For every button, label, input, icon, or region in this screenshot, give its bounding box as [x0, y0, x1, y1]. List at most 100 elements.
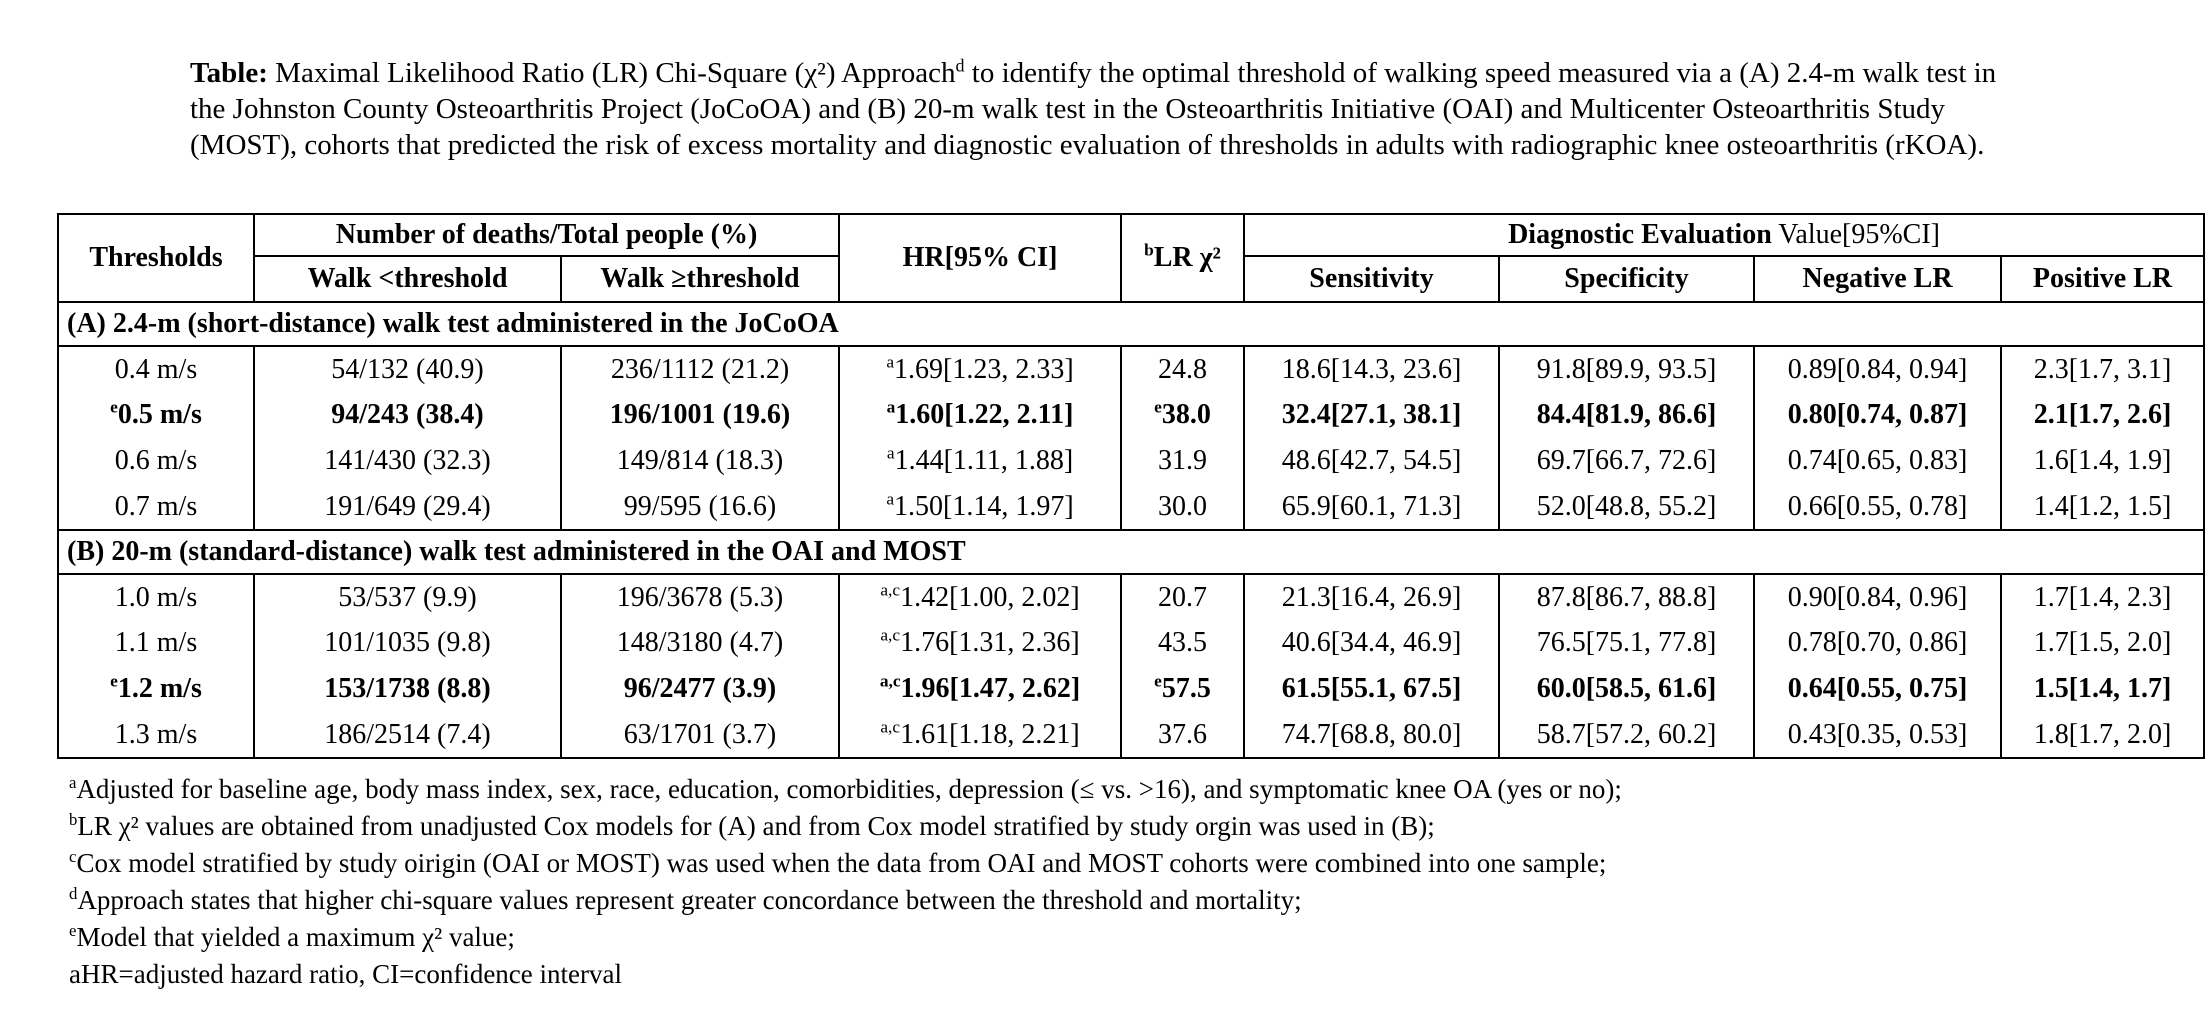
hr-superscript: a,c	[879, 671, 901, 691]
lr-value: 30.0	[1158, 490, 1208, 522]
specificity-cell: 52.0[48.8, 55.2]	[1498, 484, 1756, 530]
section-title: (B) 20-m (standard-distance) walk test a…	[56, 529, 2206, 575]
caption-label: Table:	[190, 57, 268, 89]
lr-value: 20.7	[1158, 581, 1208, 613]
lr-value: 37.6	[1158, 718, 1208, 750]
negative-lr-cell: 0.64[0.55, 0.75]	[1753, 666, 2003, 712]
table-row-optimal: e1.2 m/s 153/1738 (8.8) 96/2477 (3.9) a,…	[57, 666, 2206, 712]
header-row-group: Thresholds Number of deaths/Total people…	[57, 213, 2206, 303]
lr-value: 24.8	[1158, 353, 1208, 385]
threshold-cell: e1.2 m/s	[57, 666, 255, 712]
caption-text-before-sup: Maximal Likelihood Ratio (LR) Chi-Square…	[267, 57, 956, 89]
header-row-sub: Walk <threshold Walk ≥threshold Sensitiv…	[58, 255, 2206, 303]
col-header-positive-lr: Positive LR	[2000, 255, 2206, 303]
specificity-cell: 87.8[86.7, 88.8]	[1498, 574, 1756, 620]
footnote-text: aHR=adjusted hazard ratio, CI=confidence…	[69, 959, 622, 989]
threshold-cell: 0.4 m/s	[57, 346, 255, 392]
hr-superscript: a,c	[880, 580, 901, 600]
deaths-ge-cell: 196/1001 (19.6)	[559, 392, 841, 438]
hr-cell: a1.69[1.23, 2.33]	[838, 346, 1123, 392]
positive-lr-cell: 1.8[1.7, 2.0]	[2000, 712, 2206, 758]
deaths-ge-cell: 236/1112 (21.2)	[559, 346, 841, 392]
footnote-text: Model that yielded a maximum χ² value;	[76, 922, 515, 952]
hr-value: 1.61[1.18, 2.21]	[900, 718, 1080, 750]
results-table: Thresholds Number of deaths/Total people…	[56, 213, 2206, 759]
lr-cell: 30.0	[1120, 484, 1246, 530]
footnote-superscript: d	[69, 884, 78, 903]
hr-superscript: a	[886, 443, 895, 463]
hr-value: 1.69[1.23, 2.33]	[894, 353, 1074, 385]
lr-value: 38.0	[1161, 399, 1211, 430]
footnote-text: LR χ² values are obtained from unadjuste…	[77, 811, 1435, 841]
col-header-diagnostic-group: Diagnostic Evaluation Value[95%CI]	[1243, 213, 2206, 257]
deaths-lt-cell: 191/649 (29.4)	[253, 484, 562, 530]
caption-superscript: d	[955, 55, 965, 76]
sensitivity-cell: 32.4[27.1, 38.1]	[1243, 392, 1501, 438]
negative-lr-cell: 0.80[0.74, 0.87]	[1753, 392, 2003, 438]
footnote-e: eModel that yielded a maximum χ² value;	[69, 919, 2210, 956]
diagnostic-group-label: Diagnostic Evaluation	[1508, 219, 1772, 250]
footnote-c: cCox model stratified by study oirigin (…	[69, 845, 2210, 882]
specificity-cell: 84.4[81.9, 86.6]	[1498, 392, 1756, 438]
col-header-sensitivity: Sensitivity	[1243, 255, 1501, 303]
lr-value: 43.5	[1158, 627, 1208, 658]
positive-lr-cell: 1.7[1.5, 2.0]	[2000, 620, 2206, 666]
threshold-superscript: e	[110, 397, 118, 417]
col-header-thresholds: Thresholds	[57, 213, 255, 303]
footnote-d: dApproach states that higher chi-square …	[69, 882, 2210, 919]
hr-cell: a1.60[1.22, 2.11]	[838, 392, 1123, 438]
deaths-ge-cell: 63/1701 (3.7)	[559, 712, 841, 758]
specificity-cell: 58.7[57.2, 60.2]	[1498, 712, 1756, 758]
table-row: 1.0 m/s 53/537 (9.9) 196/3678 (5.3) a,c1…	[57, 574, 2206, 620]
negative-lr-cell: 0.74[0.65, 0.83]	[1753, 438, 2003, 484]
threshold-value: 0.5 m/s	[117, 399, 202, 430]
hr-superscript: a	[886, 489, 895, 509]
lr-cell: 43.5	[1120, 620, 1246, 666]
specificity-cell: 76.5[75.1, 77.8]	[1498, 620, 1756, 666]
deaths-ge-cell: 96/2477 (3.9)	[559, 666, 841, 712]
specificity-cell: 69.7[66.7, 72.6]	[1498, 438, 1756, 484]
hr-value: 1.76[1.31, 2.36]	[900, 627, 1080, 658]
sensitivity-cell: 21.3[16.4, 26.9]	[1243, 574, 1501, 620]
lr-cell: 31.9	[1120, 438, 1246, 484]
table-row: 1.3 m/s 186/2514 (7.4) 63/1701 (3.7) a,c…	[57, 712, 2206, 758]
table-row-optimal: e0.5 m/s 94/243 (38.4) 196/1001 (19.6) a…	[57, 392, 2206, 438]
col-header-negative-lr: Negative LR	[1753, 255, 2003, 303]
sensitivity-cell: 18.6[14.3, 23.6]	[1243, 346, 1501, 392]
positive-lr-cell: 2.1[1.7, 2.6]	[2000, 392, 2206, 438]
footnote-a: aAdjusted for baseline age, body mass in…	[69, 771, 2210, 808]
footnote-text: Cox model stratified by study oirigin (O…	[76, 848, 1607, 878]
footnote-text: Adjusted for baseline age, body mass ind…	[76, 774, 1622, 804]
threshold-cell: 1.3 m/s	[57, 712, 255, 758]
positive-lr-cell: 2.3[1.7, 3.1]	[2000, 346, 2206, 392]
table-row: 0.7 m/s 191/649 (29.4) 99/595 (16.6) a1.…	[57, 484, 2206, 530]
lr-superscript: e	[1154, 397, 1162, 417]
negative-lr-cell: 0.66[0.55, 0.78]	[1753, 484, 2003, 530]
lr-value: 57.5	[1161, 673, 1211, 704]
col-header-specificity: Specificity	[1498, 255, 1756, 303]
col-header-lr: bLR χ²	[1120, 213, 1246, 303]
threshold-value: 1.1 m/s	[114, 627, 198, 658]
table-caption: Table: Maximal Likelihood Ratio (LR) Chi…	[190, 55, 2000, 163]
lr-cell: 37.6	[1120, 712, 1246, 758]
section-title: (A) 2.4-m (short-distance) walk test adm…	[56, 301, 2206, 347]
lr-cell: e57.5	[1120, 666, 1246, 712]
threshold-cell: 0.7 m/s	[57, 484, 255, 530]
deaths-ge-cell: 99/595 (16.6)	[559, 484, 841, 530]
threshold-cell: 1.0 m/s	[57, 574, 255, 620]
threshold-value: 1.0 m/s	[114, 581, 198, 613]
lr-cell: 20.7	[1120, 574, 1246, 620]
deaths-ge-cell: 149/814 (18.3)	[559, 438, 841, 484]
deaths-lt-cell: 153/1738 (8.8)	[253, 666, 562, 712]
lr-superscript: e	[1154, 671, 1162, 691]
sensitivity-cell: 61.5[55.1, 67.5]	[1243, 666, 1501, 712]
threshold-superscript: e	[110, 671, 118, 691]
threshold-value: 1.3 m/s	[114, 718, 198, 750]
section-header-a: (A) 2.4-m (short-distance) walk test adm…	[56, 301, 2206, 347]
table-row: 0.6 m/s 141/430 (32.3) 149/814 (18.3) a1…	[57, 438, 2206, 484]
footnote-text: Approach states that higher chi-square v…	[77, 885, 1302, 915]
lr-header-superscript: b	[1144, 240, 1154, 260]
threshold-value: 0.4 m/s	[114, 353, 198, 385]
threshold-value: 0.6 m/s	[114, 445, 198, 476]
threshold-cell: e0.5 m/s	[57, 392, 255, 438]
